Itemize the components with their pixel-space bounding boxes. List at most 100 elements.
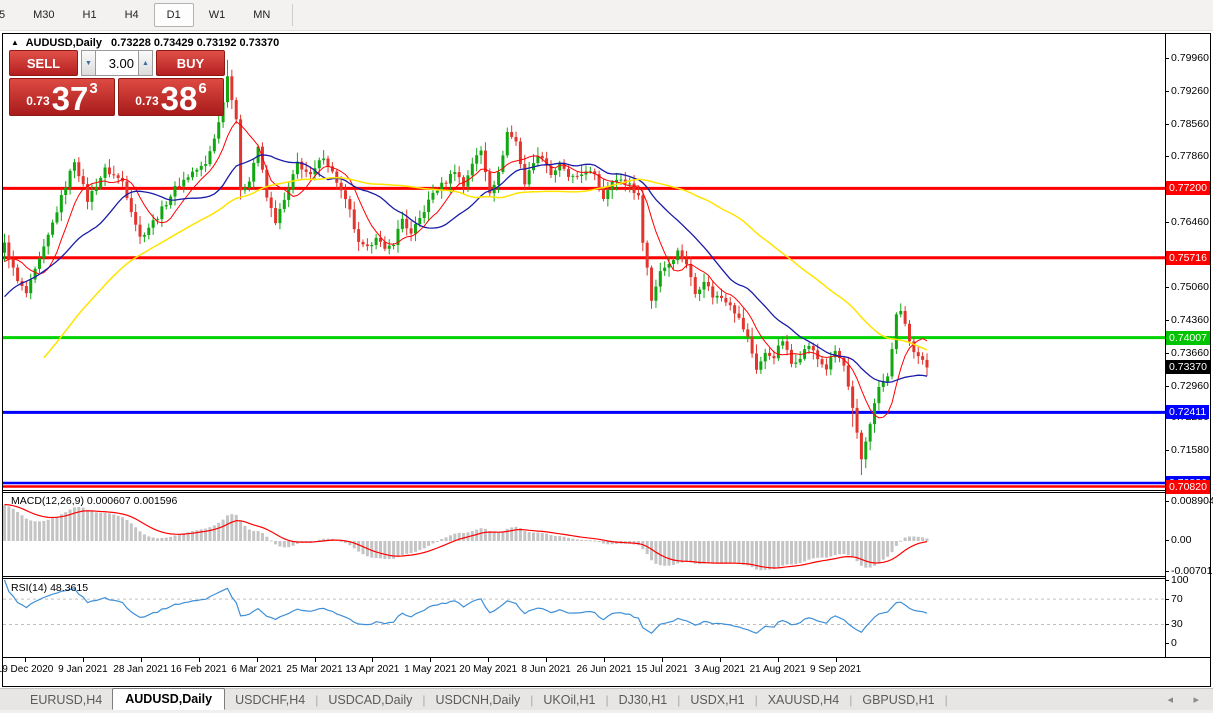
timeframe-button-m30[interactable]: M30: [33, 9, 55, 21]
pane-separator: [3, 492, 1210, 493]
time-axis-tick: [256, 658, 258, 662]
timeframe-button-h1[interactable]: H1: [82, 9, 97, 21]
time-axis-label: 1 May 2021: [404, 664, 457, 675]
sell-button[interactable]: SELL: [9, 50, 78, 76]
timeframe-button-5[interactable]: 5: [0, 3, 18, 27]
price-axis-badge: 0.70820: [1166, 480, 1210, 494]
timeframe-button-mn[interactable]: MN: [253, 9, 271, 21]
tab-audusd-daily[interactable]: AUDUSD,Daily: [112, 687, 226, 710]
tab-separator: |: [605, 692, 609, 707]
tab-separator: |: [530, 692, 534, 707]
time-axis-label: 6 Mar 2021: [231, 664, 282, 675]
price-axis-label: 0.00: [1165, 534, 1192, 546]
price-axis-badge: 0.74007: [1166, 330, 1210, 345]
axis-separator: [3, 657, 1210, 658]
tab-usdx-h1[interactable]: USDX,H1: [690, 692, 745, 707]
candlestick-chart[interactable]: [3, 34, 1165, 490]
buy-button[interactable]: BUY: [156, 50, 225, 76]
price-axis-label: 0: [1166, 637, 1177, 650]
price-axis-badge: 0.75716: [1166, 250, 1210, 265]
tab-separator: |: [754, 692, 758, 707]
tab-ukoil-h1[interactable]: UKOil,H1: [543, 692, 596, 707]
price-axis-label: 100: [1166, 573, 1189, 586]
time-axis-tick: [546, 658, 548, 662]
toolbar-separator: [292, 4, 294, 26]
price-axis-badge: 0.72411: [1166, 405, 1210, 420]
chart-window[interactable]: 0.79960 0.79260 0.78560 0.77860 0.76460 0.750…: [0, 33, 1213, 687]
time-axis-tick: [314, 658, 316, 662]
chart-symbol: AUDUSD,Daily: [25, 37, 102, 49]
tab-eurusd-h4[interactable]: EURUSD,H4: [30, 692, 103, 707]
sell-price-prefix: 0.73: [26, 94, 50, 108]
pane-separator[interactable]: [3, 576, 1210, 577]
timeframe-button-h4[interactable]: H4: [124, 9, 139, 21]
tab-separator: |: [677, 692, 681, 707]
one-click-trading-widget: SELL ▼ ▲ BUY 0.73 37 3 0.73 38 6: [9, 50, 225, 116]
price-axis-label: 0.73660: [1166, 346, 1209, 359]
tab-dj30-h1[interactable]: DJ30,H1: [618, 692, 668, 707]
tab-separator: |: [849, 692, 853, 707]
rsi-label: RSI(14) 48.3615: [11, 582, 89, 594]
price-axis-label: 70: [1166, 592, 1183, 605]
price-axis-divider: [1165, 34, 1166, 658]
price-axis-badge: 0.77200: [1166, 181, 1210, 196]
time-axis-tick: [719, 658, 721, 662]
price-axis-label: 0.74360: [1166, 314, 1209, 327]
buy-price-pip: 6: [198, 80, 207, 97]
buy-price-big: 38: [160, 79, 198, 117]
tab-xauusd-h4[interactable]: XAUUSD,H4: [767, 692, 840, 707]
time-axis-label: 9 Jan 2021: [58, 664, 108, 675]
time-axis-tick: [82, 658, 84, 662]
price-axis-label: 0.78560: [1166, 117, 1209, 130]
status-strip: [0, 710, 1213, 713]
macd-label: MACD(12,26,9) 0.000607 0.001596: [11, 495, 178, 507]
tab-usdcnh-daily[interactable]: USDCNH,Daily: [435, 692, 521, 707]
time-axis-label: 13 Apr 2021: [345, 664, 400, 675]
time-axis-tick: [430, 658, 432, 662]
price-axis-label: 30: [1166, 618, 1183, 631]
time-axis-tick: [488, 658, 490, 662]
time-axis-label: 28 Jan 2021: [113, 664, 169, 675]
tab-separator: |: [315, 692, 319, 707]
tab-usdchf-h4[interactable]: USDCHF,H4: [235, 692, 306, 707]
rsi-pane[interactable]: [3, 579, 1165, 657]
sell-price-panel[interactable]: 0.73 37 3: [9, 78, 115, 116]
macd-pane[interactable]: [3, 493, 1165, 577]
chart-ohlc: 0.73228 0.73429 0.73192 0.73370: [111, 37, 280, 49]
time-axis-label: 3 Aug 2021: [694, 664, 746, 675]
time-axis-tick: [372, 658, 374, 662]
tab-gbpusd-h1[interactable]: GBPUSD,H1: [862, 692, 935, 707]
volume-decrease-button[interactable]: ▼: [81, 50, 96, 76]
timeframe-button-d1[interactable]: D1: [153, 3, 194, 27]
price-axis[interactable]: 0.79960 0.79260 0.78560 0.77860 0.76460 0.750…: [1165, 34, 1213, 657]
price-axis-label: 0.75060: [1166, 281, 1209, 294]
time-axis-label: 15 Jul 2021: [636, 664, 688, 675]
price-axis-label: 0.71580: [1166, 444, 1209, 457]
tabs-scroll-right-icon[interactable]: ▸: [1193, 694, 1199, 706]
price-axis-label: 0.008904: [1166, 495, 1213, 507]
volume-increase-button[interactable]: ▲: [138, 50, 153, 76]
symbol-tab-bar: EURUSD,H4 AUDUSD,Daily USDCHF,H4 | USDCAD,Da…: [0, 687, 1213, 710]
time-axis-tick: [25, 658, 26, 662]
buy-price-panel[interactable]: 0.73 38 6: [118, 78, 224, 116]
volume-input[interactable]: [96, 50, 138, 76]
chart-title: ▲ AUDUSD,Daily 0.73228 0.73429 0.73192 0…: [11, 37, 279, 49]
time-axis[interactable]: 19 Dec 2020 9 Jan 2021 28 Jan 2021 16 Feb 2…: [0, 658, 1210, 686]
price-axis-label: -0.007013: [1165, 565, 1213, 577]
time-axis-label: 8 Jun 2021: [521, 664, 571, 675]
time-axis-label: 19 Dec 2020: [0, 664, 54, 675]
time-axis-label: 26 Jun 2021: [576, 664, 632, 675]
price-axis-label: 0.76460: [1166, 215, 1209, 228]
tabs-scroll-left-icon[interactable]: ◂: [1167, 694, 1173, 706]
time-axis-label: 20 May 2021: [459, 664, 518, 675]
timeframe-button-w1[interactable]: W1: [208, 9, 226, 21]
price-axis-label: 0.79260: [1166, 84, 1209, 97]
time-axis-label: 21 Aug 2021: [749, 664, 806, 675]
sell-price-pip: 3: [89, 80, 98, 97]
price-axis-label: 0.79960: [1166, 52, 1209, 65]
tab-usdcad-daily[interactable]: USDCAD,Daily: [328, 692, 413, 707]
volume-stepper: ▼ ▲: [81, 50, 153, 76]
timeframe-buttons: 5 M30 H1 H4 D1 W1 MN: [0, 3, 284, 27]
pane-separator[interactable]: [3, 490, 1210, 491]
